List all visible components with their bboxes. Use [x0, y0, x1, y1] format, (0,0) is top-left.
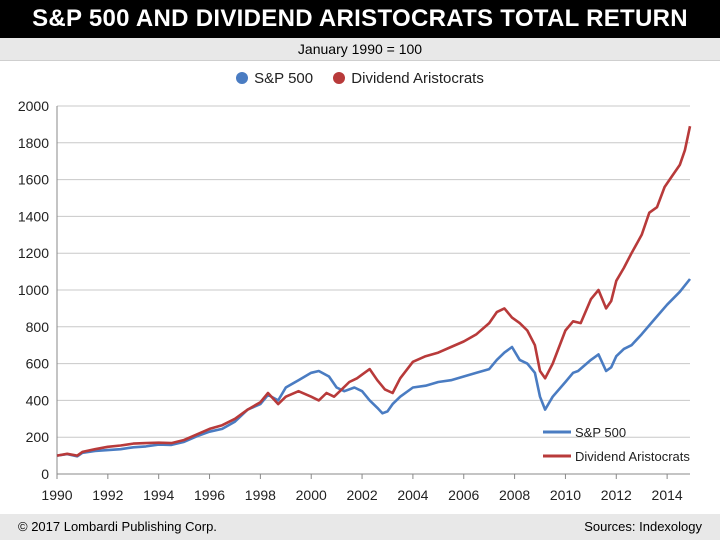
- x-tick-label: 2004: [397, 487, 428, 503]
- y-tick-label: 1000: [18, 282, 49, 298]
- y-tick-label: 600: [26, 356, 50, 372]
- legend-item-aristocrats: Dividend Aristocrats: [333, 70, 484, 87]
- y-tick-label: 1600: [18, 172, 49, 188]
- x-tick-label: 2012: [601, 487, 632, 503]
- x-tick-label: 1998: [245, 487, 276, 503]
- footer: © 2017 Lombardi Publishing Corp. Sources…: [0, 514, 720, 540]
- line-chart: 0 200 400 600 800 1000 1200 1400 1600 1800 2000 199…: [18, 98, 692, 503]
- aristocrats-legend-label: Dividend Aristocrats: [351, 70, 484, 87]
- x-tick-label: 1992: [92, 487, 123, 503]
- x-tick-label: 1996: [194, 487, 225, 503]
- x-tick-label: 2002: [346, 487, 377, 503]
- x-tick-label: 2014: [652, 487, 683, 503]
- top-legend: S&P 500 Dividend Aristocrats: [0, 70, 720, 87]
- source-text: Sources: Indexology: [584, 519, 702, 534]
- series-line-aristocrats: [56, 125, 692, 457]
- title-bar: S&P 500 AND DIVIDEND ARISTOCRATS TOTAL R…: [0, 0, 720, 38]
- legend-label-aristocrats: Dividend Aristocrats: [575, 449, 690, 464]
- y-tick-label: 200: [26, 429, 50, 445]
- sp500-legend-dot: [236, 72, 249, 84]
- y-tick-label: 1400: [18, 208, 49, 224]
- copyright-text: © 2017 Lombardi Publishing Corp.: [18, 519, 217, 534]
- y-tick-label: 1200: [18, 245, 49, 261]
- legend-label-sp500: S&P 500: [575, 425, 626, 440]
- y-tick-label: 800: [26, 319, 50, 335]
- y-tick-label: 400: [26, 392, 50, 408]
- x-tick-label: 2008: [499, 487, 530, 503]
- chart-subtitle: January 1990 = 100: [297, 41, 423, 57]
- sp500-legend-label: S&P 500: [254, 70, 314, 87]
- x-tick-label: 2010: [550, 487, 581, 503]
- chart-title: S&P 500 AND DIVIDEND ARISTOCRATS TOTAL R…: [32, 5, 688, 32]
- y-tick-label: 0: [41, 466, 49, 482]
- y-tick-label: 2000: [18, 98, 49, 114]
- series-line-sp500: [56, 278, 692, 458]
- x-tick-label: 1990: [41, 487, 72, 503]
- y-tick-label: 1800: [18, 135, 49, 151]
- aristocrats-legend-dot: [333, 72, 346, 84]
- x-tick-label: 2000: [296, 487, 327, 503]
- x-tick-label: 1994: [143, 487, 174, 503]
- subtitle-bar: January 1990 = 100: [0, 38, 720, 61]
- x-tick-label: 2006: [448, 487, 479, 503]
- legend-item-sp500: S&P 500: [236, 70, 313, 87]
